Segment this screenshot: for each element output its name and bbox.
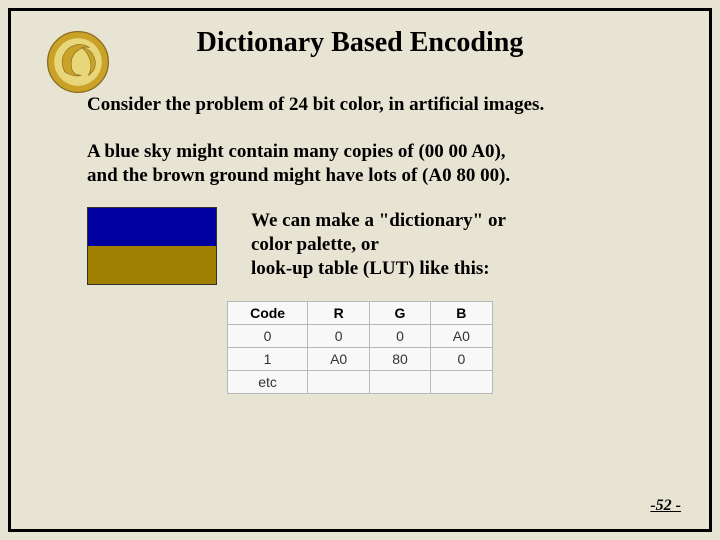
col-b: B xyxy=(430,302,492,325)
lut-table: Code R G B 0 0 0 A0 1 A0 80 0 etc xyxy=(227,301,493,394)
dict-line-2: color palette, or xyxy=(251,234,379,255)
col-code: Code xyxy=(228,302,308,325)
slide-frame: Dictionary Based Encoding Consider the p… xyxy=(8,8,712,532)
swatch-brown xyxy=(88,246,216,284)
paragraph-2-line-2: and the brown ground might have lots of … xyxy=(87,165,510,186)
table-row: 0 0 0 A0 xyxy=(228,325,493,348)
paragraph-1: Consider the problem of 24 bit color, in… xyxy=(87,93,659,118)
swatch-and-text-row: We can make a "dictionary" or color pale… xyxy=(87,207,679,285)
dictionary-text: We can make a "dictionary" or color pale… xyxy=(251,207,506,280)
dict-line-1: We can make a "dictionary" or xyxy=(251,210,506,231)
table-header-row: Code R G B xyxy=(228,302,493,325)
swatch-blue xyxy=(88,208,216,246)
paragraph-2-line-1: A blue sky might contain many copies of … xyxy=(87,141,506,162)
page-number: -52 - xyxy=(650,497,681,515)
dict-line-3: look-up table (LUT) like this: xyxy=(251,258,490,279)
table-row: 1 A0 80 0 xyxy=(228,348,493,371)
color-swatches xyxy=(87,207,217,285)
table-row: etc xyxy=(228,371,493,394)
ucf-logo xyxy=(45,29,111,95)
paragraph-2: A blue sky might contain many copies of … xyxy=(87,140,659,189)
col-g: G xyxy=(370,302,431,325)
col-r: R xyxy=(308,302,370,325)
slide-title: Dictionary Based Encoding xyxy=(41,27,679,59)
